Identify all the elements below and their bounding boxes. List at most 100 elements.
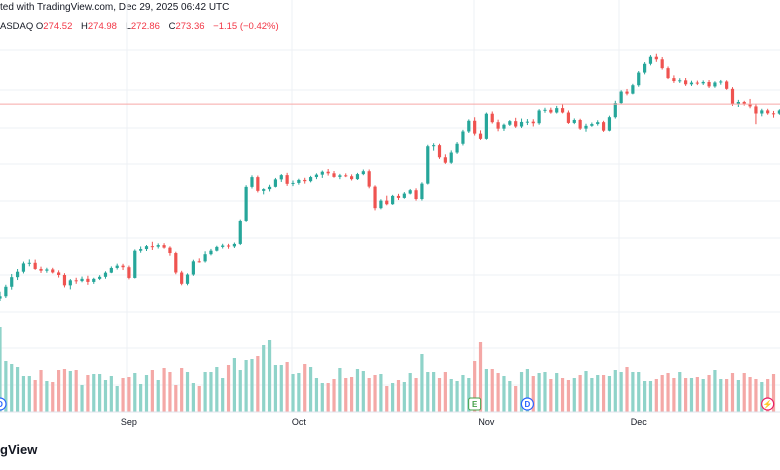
volume-bar — [578, 375, 582, 412]
published-line: ted with TradingView.com, Dec 29, 2025 0… — [0, 2, 230, 13]
candle-body — [203, 254, 207, 262]
low-value: 272.86 — [130, 21, 160, 32]
candle-body — [596, 122, 600, 125]
candle — [654, 53, 658, 62]
volume-bar — [643, 381, 647, 412]
candle — [713, 81, 717, 88]
volume-bar — [267, 340, 272, 412]
candle — [144, 244, 149, 252]
candle — [590, 122, 594, 127]
candle-body — [402, 193, 406, 198]
volume-bar — [584, 371, 588, 412]
candle — [92, 277, 96, 284]
candle-body — [748, 104, 752, 107]
candle-body — [10, 277, 14, 287]
volume-bar — [437, 378, 442, 412]
candle-body — [502, 124, 506, 129]
volume-bar — [484, 369, 488, 412]
volume-bar — [766, 379, 770, 412]
candle — [432, 143, 436, 151]
candle — [39, 266, 43, 273]
candle-body — [443, 157, 447, 163]
high-value: 274.98 — [87, 21, 117, 32]
candle — [496, 119, 500, 132]
candle-body — [256, 177, 260, 191]
volume-bar — [191, 383, 195, 412]
volume-bar — [519, 372, 524, 412]
candle — [168, 246, 172, 256]
volume-bar — [150, 370, 154, 412]
candle — [725, 80, 729, 90]
candle-body — [314, 174, 319, 178]
candle-body — [707, 81, 711, 87]
candle-body — [21, 263, 26, 272]
candle — [238, 219, 242, 246]
candle — [45, 267, 49, 273]
volume-bar — [250, 359, 254, 412]
candle — [127, 265, 131, 280]
volume-bar — [590, 378, 594, 412]
candle — [736, 99, 740, 107]
volume-bar — [713, 370, 717, 412]
candle-body — [461, 131, 465, 144]
volume-bar — [596, 375, 600, 412]
candle — [139, 246, 143, 253]
volume-bar — [601, 375, 606, 412]
volume-bar — [566, 380, 571, 412]
candle — [560, 103, 565, 114]
candle — [625, 88, 629, 96]
candle — [754, 103, 758, 125]
candle — [74, 277, 78, 284]
candle — [508, 120, 512, 127]
volume-bar — [115, 386, 119, 412]
candle — [766, 108, 770, 115]
volume-bar — [543, 372, 547, 412]
volume-bar — [725, 379, 729, 412]
candle-body — [191, 261, 195, 275]
candle — [279, 174, 283, 182]
candle — [601, 120, 606, 132]
candle — [514, 117, 518, 128]
candle-body — [15, 271, 20, 278]
candle-body — [637, 72, 641, 86]
volume-bar — [39, 370, 43, 412]
candle — [379, 199, 383, 210]
volume-bar — [92, 374, 96, 412]
low-label: L — [125, 21, 131, 32]
candle-body — [684, 80, 688, 85]
volume-bar — [508, 381, 512, 412]
candle — [531, 119, 535, 127]
candle — [367, 169, 371, 189]
volume-bar — [637, 372, 641, 412]
candle-body — [232, 243, 236, 247]
volume-bar — [133, 373, 137, 412]
candle-body — [701, 81, 705, 84]
candle-body — [250, 177, 254, 187]
candle — [226, 243, 231, 249]
candle-body — [361, 171, 365, 175]
candle-body — [109, 267, 113, 273]
volume-bar — [742, 373, 746, 412]
candles — [0, 53, 780, 302]
volume-bar — [473, 361, 477, 412]
earnings-badge-frame — [468, 397, 482, 411]
candle-body — [373, 186, 377, 209]
symbol-label[interactable]: ASDAQ — [0, 21, 34, 32]
candle-body — [80, 278, 84, 282]
candle-body — [560, 108, 565, 113]
candle-body — [725, 81, 729, 89]
candle — [643, 62, 647, 75]
event-badge-label: E — [472, 400, 478, 409]
candle — [684, 77, 688, 86]
candle-body — [355, 174, 360, 180]
candle-body — [631, 85, 635, 94]
candle — [4, 284, 8, 299]
candle — [631, 83, 635, 95]
candle-body — [420, 183, 424, 200]
candle — [174, 251, 178, 275]
candle — [332, 171, 336, 178]
candle-body — [139, 249, 143, 251]
volume-bar — [672, 378, 676, 412]
